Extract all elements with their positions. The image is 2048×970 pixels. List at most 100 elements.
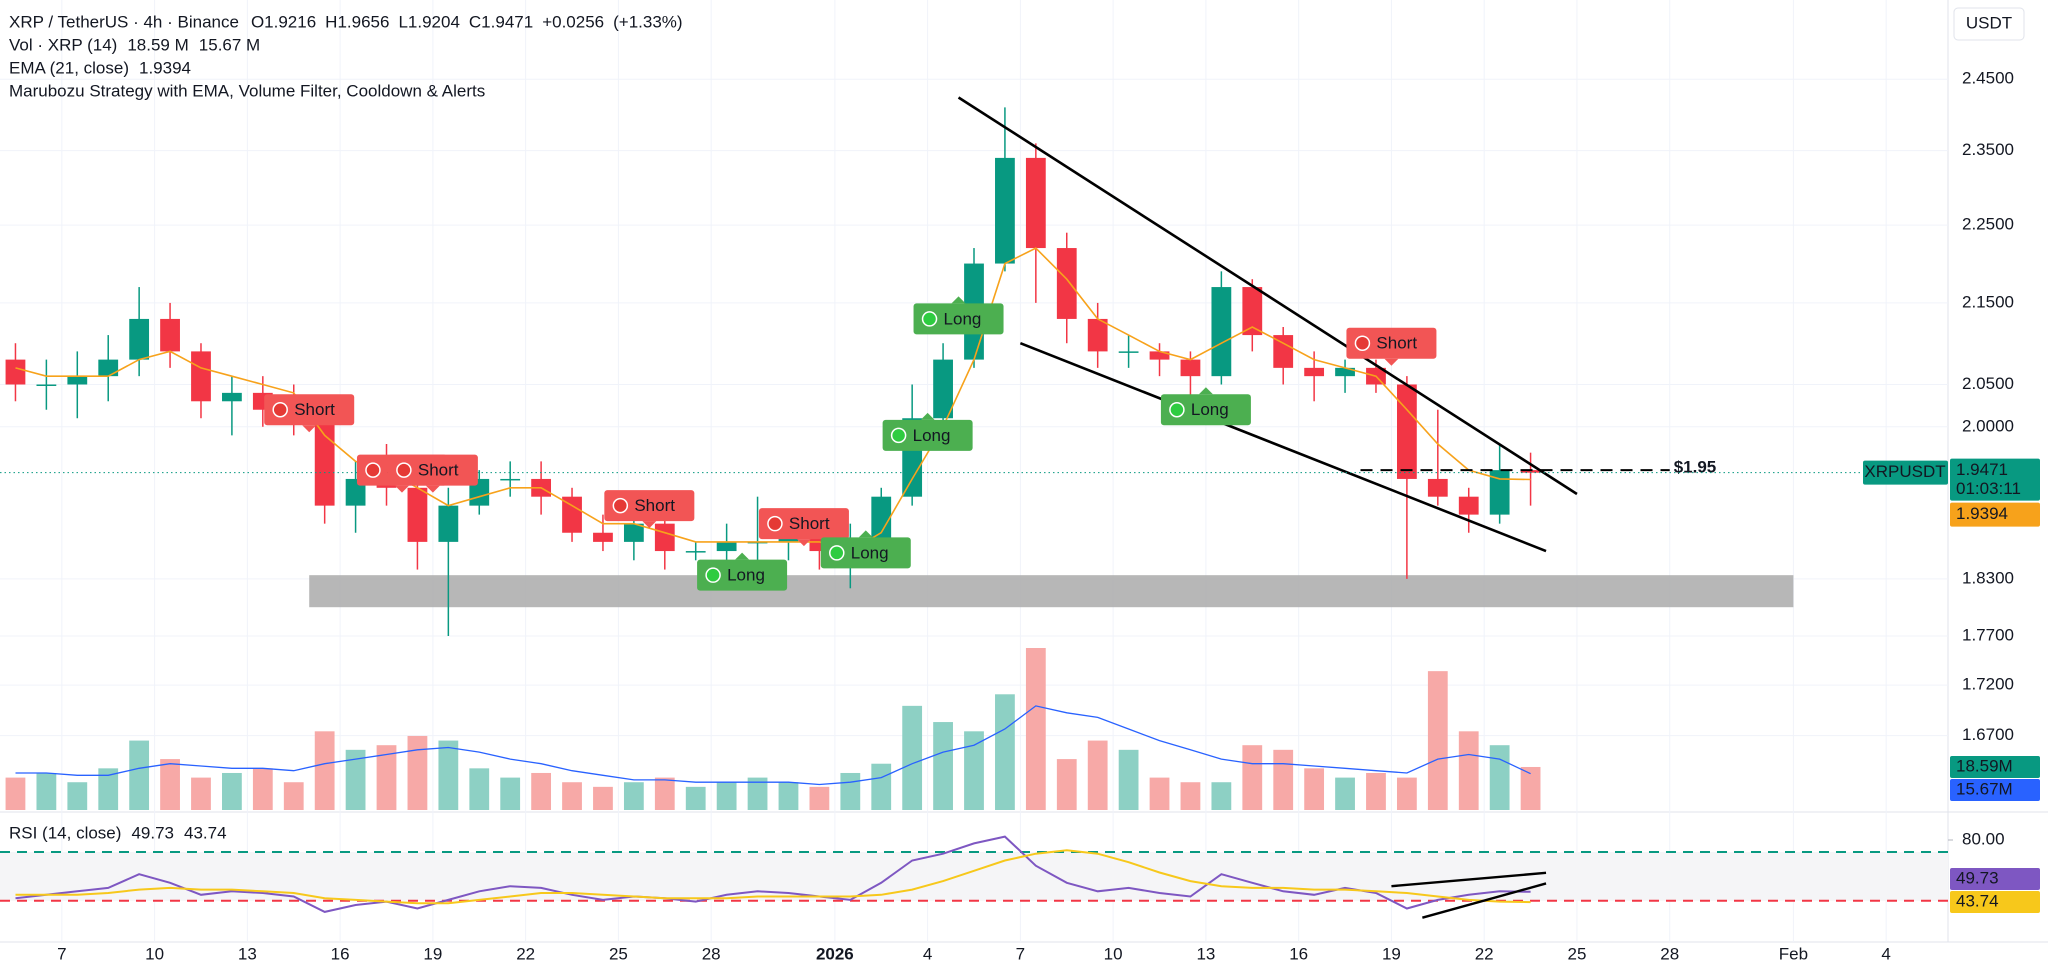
signal-icon <box>1354 335 1371 351</box>
overlay: Short Short Short Short Long Short Long Long Lon… <box>9 12 2040 914</box>
volume-bar <box>1087 740 1108 810</box>
volume-bar <box>809 786 830 810</box>
candle-body <box>1489 470 1510 515</box>
signal-label: Long <box>913 426 951 445</box>
signal-icon <box>1169 401 1185 418</box>
volume-bar <box>654 777 675 810</box>
candle-body <box>1304 367 1325 377</box>
x-tick-label: 7 <box>57 944 66 963</box>
signal-icon <box>396 462 412 478</box>
candle-body <box>67 376 88 385</box>
x-tick-label: 16 <box>331 944 350 963</box>
candle-body <box>1520 470 1541 473</box>
rsi-tag <box>1950 868 2040 891</box>
signal-box <box>820 537 911 569</box>
ohlc-value: (+1.33%) <box>613 12 682 31</box>
signal-box <box>1346 327 1437 359</box>
rsi-line <box>15 835 1531 913</box>
ohlc-value: L1.9204 <box>398 12 459 31</box>
candle-body <box>1242 287 1263 336</box>
x-tick-label: 13 <box>1196 944 1215 963</box>
y-tick-label: 1.8300 <box>1962 568 2014 587</box>
volume-bar <box>283 782 304 810</box>
volume-bar <box>1304 768 1325 810</box>
volume-bar <box>1149 777 1170 810</box>
candle-body <box>160 318 180 352</box>
x-tick-label: 13 <box>238 944 257 963</box>
x-tick-label: 7 <box>1016 944 1025 963</box>
ema-legend: EMA (21, close) <box>9 58 129 77</box>
candle-body <box>314 418 335 506</box>
volume-bar <box>747 777 768 810</box>
plot: $1.95 <box>0 96 1948 919</box>
rsi-band <box>0 851 1948 901</box>
candle-body <box>98 359 119 377</box>
signal-box <box>264 394 355 426</box>
volume-bar <box>191 777 211 810</box>
ohlc-value: C1.9471 <box>469 12 533 31</box>
volume-bar <box>500 777 521 810</box>
volume-bar <box>778 782 799 810</box>
rsi-legend-value: 49.73 <box>131 823 174 842</box>
signal-box <box>1160 394 1251 426</box>
x-tick-label: 4 <box>1881 944 1890 963</box>
volume-bar <box>252 768 273 810</box>
volume-tag <box>1950 778 2040 801</box>
volume-bar <box>964 731 984 810</box>
x-tick-label: 25 <box>609 944 628 963</box>
signal-label: Short <box>634 496 675 515</box>
volume-bar <box>1242 745 1263 810</box>
candle-body <box>438 505 459 542</box>
volume-bar <box>5 777 26 810</box>
y-tick-label: 1.7200 <box>1962 675 2014 694</box>
candle-body <box>1211 287 1232 377</box>
y-tick-label: 1.7700 <box>1962 625 2014 644</box>
candle-body <box>871 496 892 542</box>
signal-icon <box>890 427 907 444</box>
y-tick-label: 2.1500 <box>1962 292 2014 311</box>
signal-pointer <box>1384 358 1399 366</box>
x-tick-label: 4 <box>923 944 932 963</box>
volume-bar <box>1335 777 1355 810</box>
strategy-legend: Marubozu Strategy with EMA, Volume Filte… <box>9 81 485 100</box>
candle-body <box>1396 384 1417 479</box>
volume-bar <box>1211 782 1232 810</box>
rsi-legend: RSI (14, close) <box>9 823 121 842</box>
symbol-tag <box>1863 460 1948 485</box>
candle-body <box>995 157 1015 264</box>
y-tick-label: 2.4500 <box>1962 69 2014 88</box>
signal-icon <box>767 515 783 532</box>
candle-body <box>685 551 706 553</box>
volume-legend-value: 18.59 M <box>127 35 188 54</box>
volume-bar <box>407 735 428 810</box>
trendline <box>957 96 1578 496</box>
volume-tag-label: 18.59M <box>1956 756 2013 775</box>
rsi-ma-legend-value: 43.74 <box>184 823 227 842</box>
support-zone <box>309 575 1794 608</box>
volume-bar <box>129 740 150 810</box>
rsi-tag-label: 43.74 <box>1956 892 1999 911</box>
x-tick-label: 19 <box>423 944 442 963</box>
symbol-title: XRP / TetherUS · 4h · Binance <box>9 12 239 31</box>
volume-bar <box>685 786 706 810</box>
candle-body <box>1335 367 1355 377</box>
level-label: $1.95 <box>1674 458 1717 477</box>
volume-bar <box>376 745 397 810</box>
signal-pointer <box>642 521 657 529</box>
volume-bar <box>562 782 582 810</box>
x-tick-label: 10 <box>145 944 164 963</box>
candle-body <box>1427 478 1448 497</box>
signal-icon <box>705 567 721 583</box>
candle-body <box>407 487 428 542</box>
volume-bar <box>1025 648 1046 810</box>
volume-bar <box>98 768 119 810</box>
signal-icon <box>612 497 629 514</box>
ohlc-value: O1.9216 <box>251 12 316 31</box>
ema-legend-value: 1.9394 <box>139 58 191 77</box>
signal-pointer <box>858 530 873 538</box>
signal-label: Long <box>851 543 889 562</box>
signal-label: Long <box>944 309 982 328</box>
signal-label: Short <box>418 461 459 480</box>
